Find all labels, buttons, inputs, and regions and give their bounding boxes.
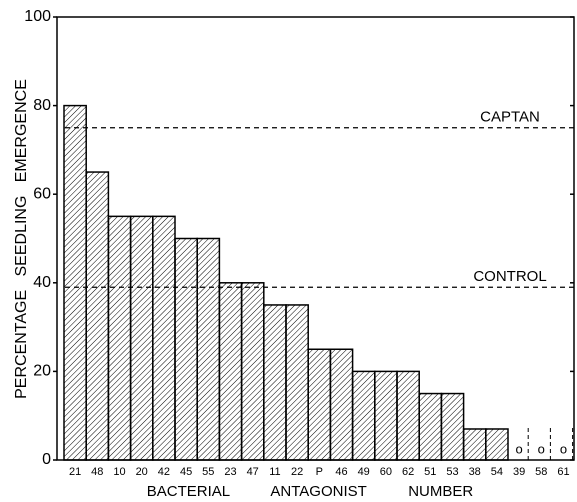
x-tick-label: 60 bbox=[380, 466, 392, 478]
x-tick-label: 55 bbox=[202, 466, 214, 478]
x-tick-label: 22 bbox=[291, 466, 303, 478]
y-axis-label: PERCENTAGE SEEDLING EMERGENCE bbox=[13, 79, 30, 399]
y-tick-label: 60 bbox=[33, 185, 51, 202]
x-tick-label: 46 bbox=[335, 466, 347, 478]
x-tick-label: 54 bbox=[491, 466, 503, 478]
reference-label: CONTROL bbox=[473, 268, 546, 285]
bar bbox=[240, 282, 265, 461]
bar bbox=[174, 237, 198, 461]
x-tick-label: 38 bbox=[469, 466, 481, 478]
bar bbox=[462, 428, 487, 461]
bar bbox=[440, 392, 465, 461]
x-tick-label: 58 bbox=[535, 466, 547, 478]
value-label: o bbox=[560, 441, 567, 456]
bar bbox=[329, 348, 354, 461]
x-tick-label: 48 bbox=[91, 466, 103, 478]
bar bbox=[263, 304, 287, 461]
bar bbox=[374, 370, 398, 461]
bar bbox=[85, 171, 110, 461]
x-tick-label: 42 bbox=[158, 466, 170, 478]
bar bbox=[307, 348, 332, 461]
x-axis-label: BACTERIAL ANTAGONIST NUMBER bbox=[147, 483, 474, 500]
bar bbox=[107, 215, 132, 461]
x-tick-label: 61 bbox=[557, 466, 569, 478]
x-tick-label: 20 bbox=[136, 466, 148, 478]
bar bbox=[418, 392, 443, 461]
bar bbox=[129, 215, 154, 461]
reference-label: CAPTAN bbox=[480, 109, 540, 126]
x-tick-label: 49 bbox=[358, 466, 370, 478]
bar bbox=[63, 104, 87, 461]
x-tick-label: 23 bbox=[224, 466, 236, 478]
bar bbox=[485, 428, 509, 461]
bar bbox=[218, 282, 243, 461]
x-tick-label: 10 bbox=[113, 466, 125, 478]
y-tick-label: 40 bbox=[33, 274, 51, 291]
y-tick-label: 0 bbox=[42, 451, 51, 468]
bar bbox=[396, 370, 420, 461]
y-tick-label: 100 bbox=[24, 8, 51, 25]
y-tick-label: 20 bbox=[33, 363, 51, 380]
y-tick-label: 80 bbox=[33, 97, 51, 114]
x-tick-label: 53 bbox=[446, 466, 458, 478]
value-label: o bbox=[515, 441, 522, 456]
value-label: o bbox=[538, 441, 545, 456]
bar bbox=[152, 215, 176, 461]
x-tick-label: 39 bbox=[513, 466, 525, 478]
bar bbox=[196, 237, 221, 461]
x-tick-label: 62 bbox=[402, 466, 414, 478]
x-tick-label: 11 bbox=[269, 466, 280, 478]
x-tick-label: P bbox=[316, 466, 323, 478]
x-tick-label: 51 bbox=[424, 466, 436, 478]
x-tick-label: 47 bbox=[247, 466, 259, 478]
bar bbox=[351, 370, 376, 461]
bar bbox=[285, 304, 309, 461]
x-tick-label: 45 bbox=[180, 466, 192, 478]
x-tick-label: 21 bbox=[69, 466, 81, 478]
